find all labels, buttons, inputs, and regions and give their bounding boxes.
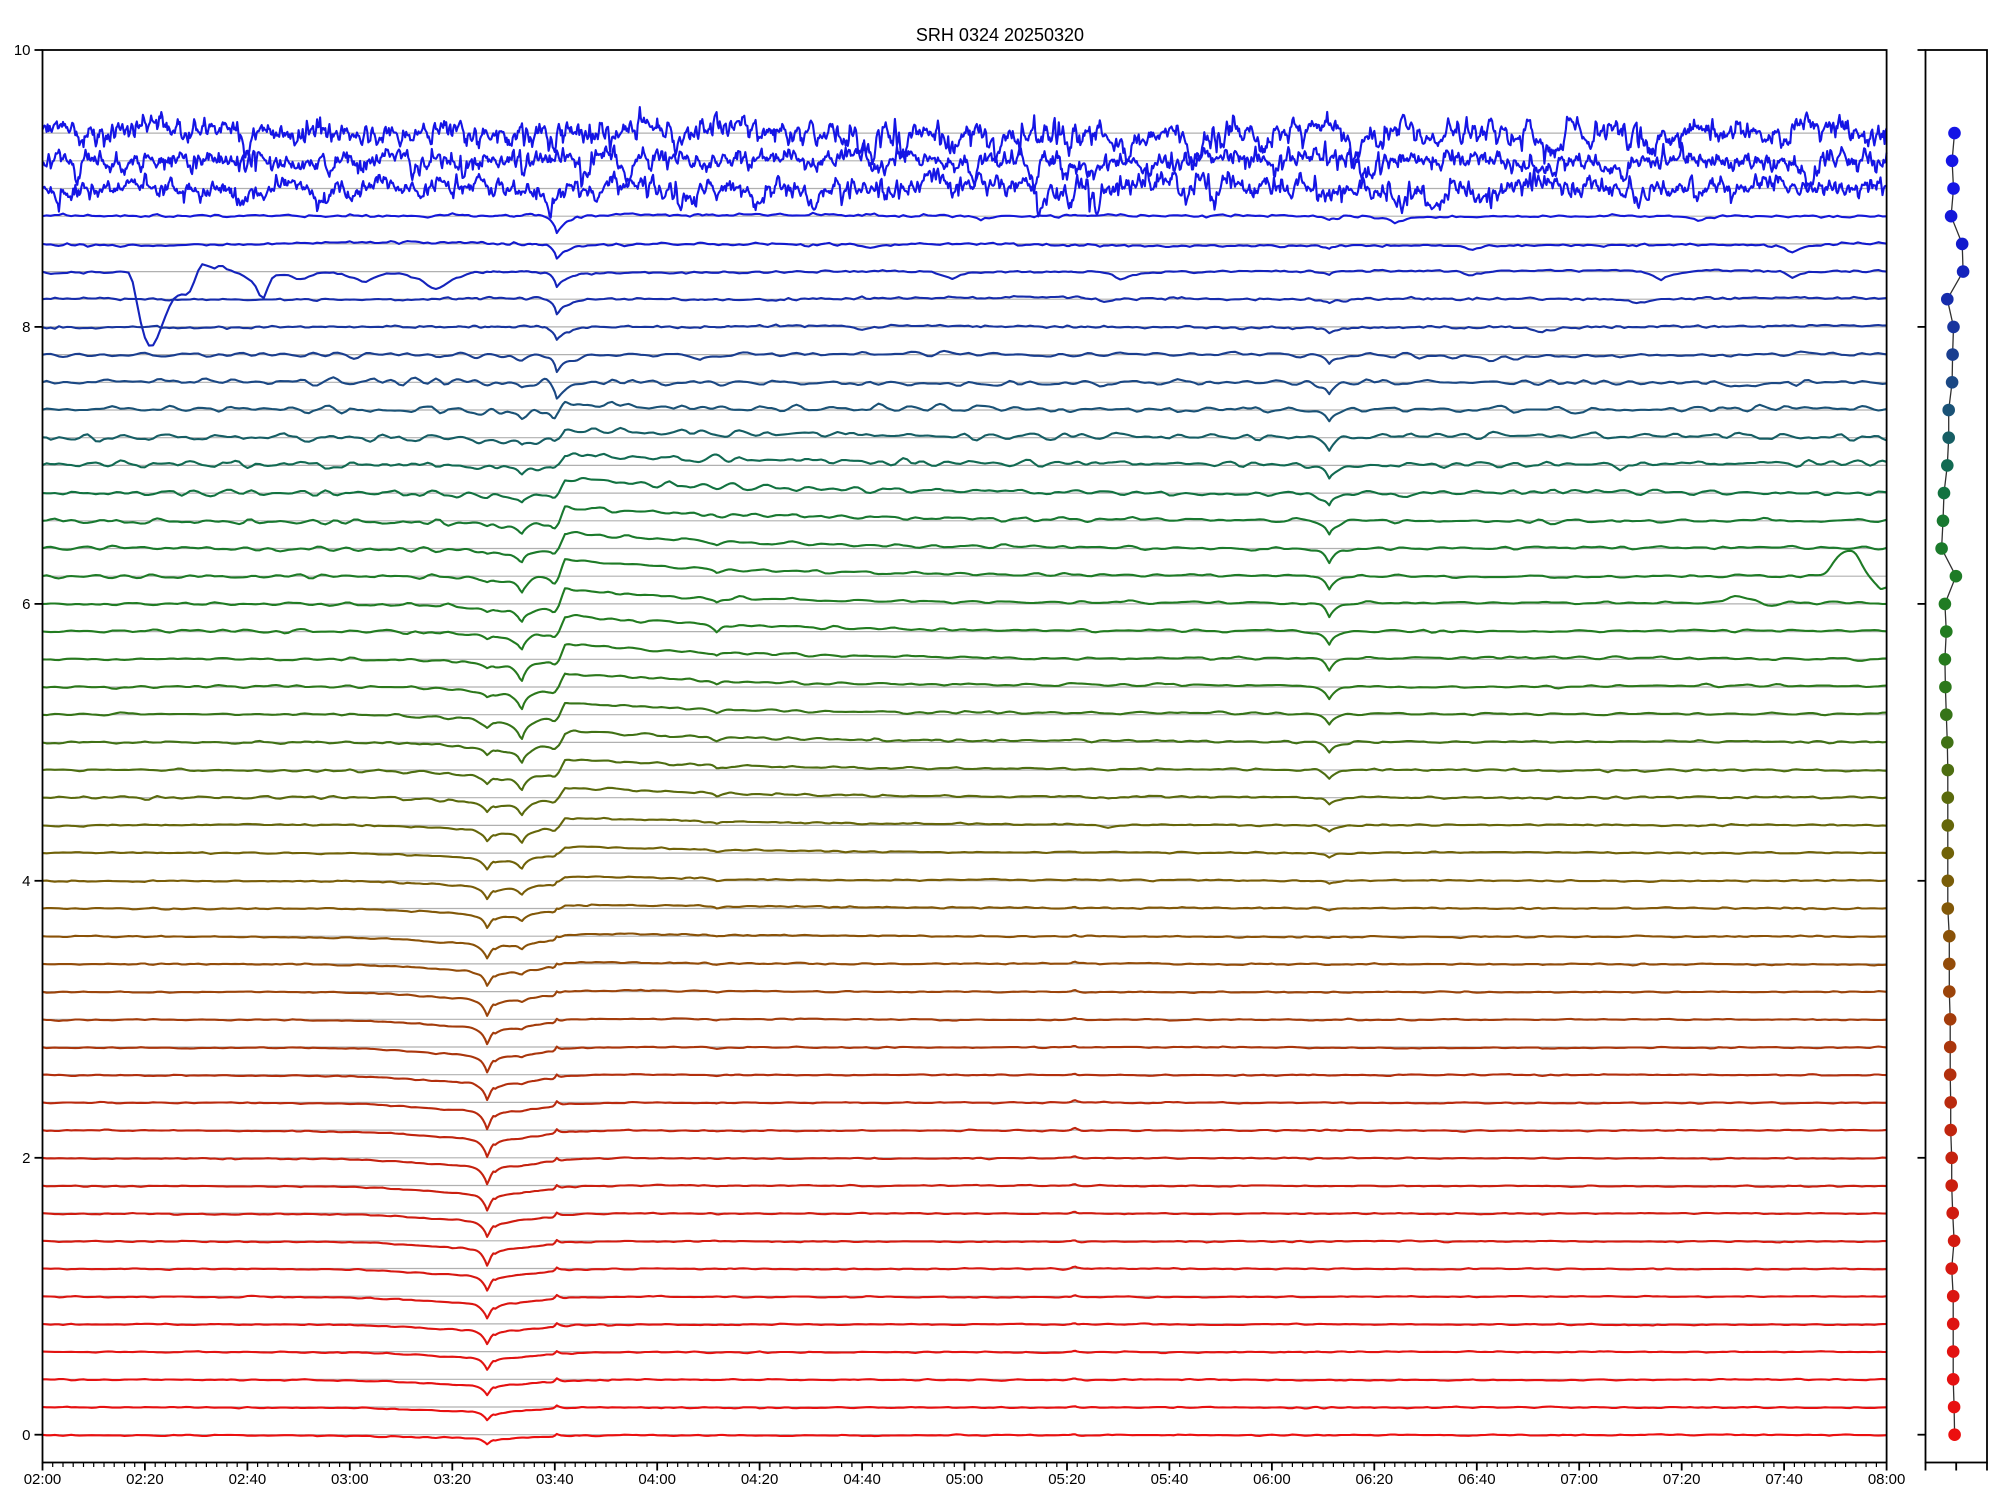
svg-text:08:00: 08:00 <box>1868 1471 1906 1488</box>
svg-text:07:20: 07:20 <box>1663 1471 1701 1488</box>
svg-text:8: 8 <box>22 319 30 336</box>
svg-text:2: 2 <box>22 1150 30 1167</box>
svg-text:05:20: 05:20 <box>1048 1471 1086 1488</box>
svg-text:06:40: 06:40 <box>1458 1471 1496 1488</box>
svg-text:4: 4 <box>22 873 30 890</box>
svg-text:07:40: 07:40 <box>1765 1471 1803 1488</box>
svg-text:06:20: 06:20 <box>1356 1471 1394 1488</box>
svg-text:03:40: 03:40 <box>536 1471 574 1488</box>
svg-text:02:20: 02:20 <box>126 1471 164 1488</box>
svg-text:05:40: 05:40 <box>1151 1471 1189 1488</box>
svg-text:07:00: 07:00 <box>1560 1471 1598 1488</box>
svg-text:03:00: 03:00 <box>331 1471 369 1488</box>
svg-text:10: 10 <box>14 42 31 59</box>
svg-text:04:20: 04:20 <box>741 1471 779 1488</box>
svg-text:02:00: 02:00 <box>24 1471 62 1488</box>
svg-text:06:00: 06:00 <box>1253 1471 1291 1488</box>
svg-text:03:20: 03:20 <box>434 1471 472 1488</box>
svg-text:04:40: 04:40 <box>843 1471 881 1488</box>
svg-text:SRH 0324 20250320: SRH 0324 20250320 <box>916 25 1084 45</box>
svg-text:02:40: 02:40 <box>229 1471 267 1488</box>
svg-text:05:00: 05:00 <box>946 1471 984 1488</box>
svg-text:04:00: 04:00 <box>638 1471 676 1488</box>
svg-text:0: 0 <box>22 1427 30 1444</box>
svg-text:6: 6 <box>22 596 30 613</box>
